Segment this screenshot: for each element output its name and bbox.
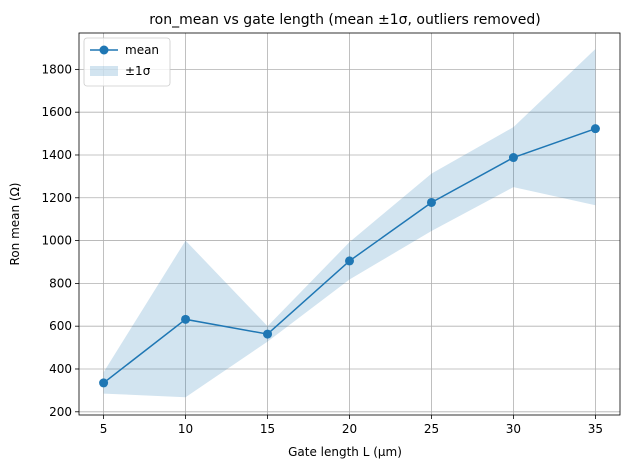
- y-tick-label-6: 1400: [41, 148, 72, 162]
- legend: mean ±1σ: [83, 37, 171, 87]
- series-point-mean-5: [508, 153, 518, 163]
- y-tick-label-8: 1800: [41, 62, 72, 76]
- x-tick-label-1: 10: [178, 422, 193, 436]
- y-tick-label-7: 1600: [41, 105, 72, 119]
- legend-mean-label: mean: [125, 43, 159, 57]
- legend-band-label: ±1σ: [125, 64, 151, 78]
- y-tick-label-4: 1000: [41, 234, 72, 248]
- x-axis-label: Gate length L (µm): [288, 445, 402, 459]
- sigma-band-layer: [103, 49, 596, 398]
- x-tick-label-3: 20: [342, 422, 357, 436]
- series-point-mean-1: [181, 314, 191, 324]
- grid: [79, 33, 620, 415]
- x-tick-label-6: 35: [588, 422, 603, 436]
- y-tick-label-3: 800: [49, 276, 72, 290]
- series-point-mean-6: [590, 124, 600, 134]
- chart-title: ron_mean vs gate length (mean ±1σ, outli…: [149, 12, 541, 28]
- legend-mean-marker: [99, 45, 109, 55]
- y-tick-label-5: 1200: [41, 191, 72, 205]
- x-tick-label-2: 15: [260, 422, 275, 436]
- y-tick-label-0: 200: [49, 405, 72, 419]
- series-point-mean-0: [99, 378, 109, 388]
- x-tick-label-4: 25: [424, 422, 439, 436]
- mean-series-layer: [99, 124, 600, 388]
- series-point-mean-3: [345, 256, 354, 266]
- sigma-band-area: [103, 49, 596, 398]
- x-tick-label-5: 30: [506, 422, 521, 436]
- axis-ticks: 5 10 15 20 25 30 35 200 400 600 800 1000 1200 1400 160…: [41, 62, 603, 436]
- legend-band-swatch: [90, 66, 118, 76]
- y-tick-label-1: 400: [49, 362, 72, 376]
- series-point-mean-2: [263, 329, 273, 339]
- y-axis-label: Ron mean (Ω): [8, 183, 22, 266]
- x-tick-label-0: 5: [100, 422, 108, 436]
- series-point-mean-4: [426, 197, 436, 207]
- y-tick-label-2: 600: [49, 319, 72, 333]
